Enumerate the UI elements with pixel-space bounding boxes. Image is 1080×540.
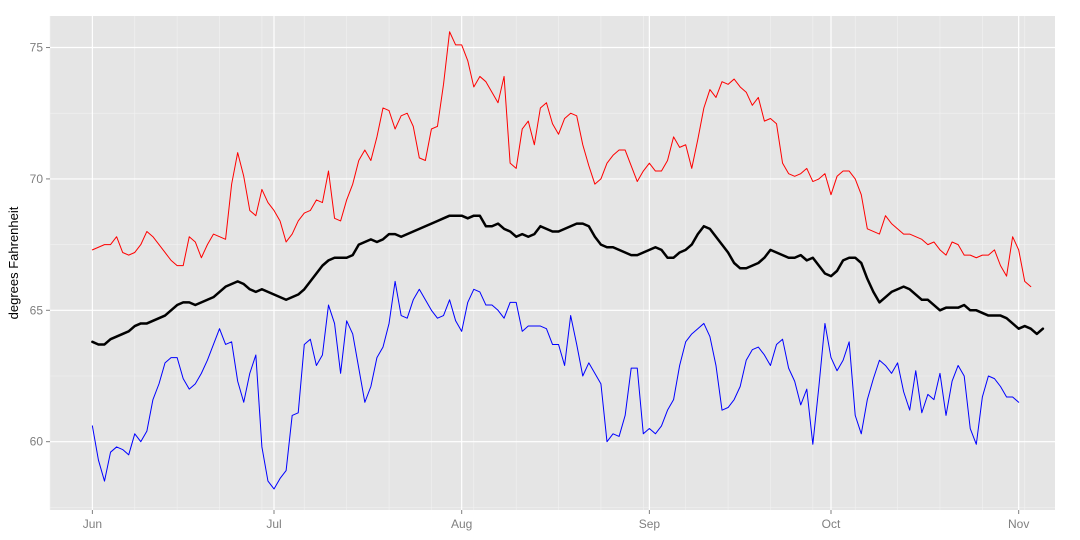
x-tick-labels: Jun Jul Aug Sep Oct Nov bbox=[83, 517, 1030, 531]
x-tick-label: Sep bbox=[639, 517, 661, 531]
y-axis-title: degrees Fahrenheit bbox=[6, 206, 21, 319]
x-tick-label: Jun bbox=[83, 517, 102, 531]
series-layer bbox=[91, 31, 1045, 490]
x-tick-label: Jul bbox=[266, 517, 281, 531]
x-tick-label: Nov bbox=[1008, 517, 1029, 531]
series-line-1 bbox=[91, 214, 1045, 346]
y-tick-label: 60 bbox=[30, 435, 44, 449]
y-tick-label: 75 bbox=[30, 41, 44, 55]
minor-gridlines bbox=[49, 16, 1055, 510]
axis-ticks bbox=[46, 47, 1020, 514]
y-tick-label: 65 bbox=[30, 303, 44, 317]
series-line-0 bbox=[91, 31, 1032, 288]
x-tick-label: Oct bbox=[822, 517, 841, 531]
y-tick-labels: 60 65 70 75 bbox=[30, 41, 44, 449]
series-line-2 bbox=[91, 280, 1020, 490]
plot-panel bbox=[50, 16, 1055, 510]
major-gridlines bbox=[50, 16, 1055, 510]
y-tick-label: 70 bbox=[30, 172, 44, 186]
x-tick-label: Aug bbox=[451, 517, 472, 531]
